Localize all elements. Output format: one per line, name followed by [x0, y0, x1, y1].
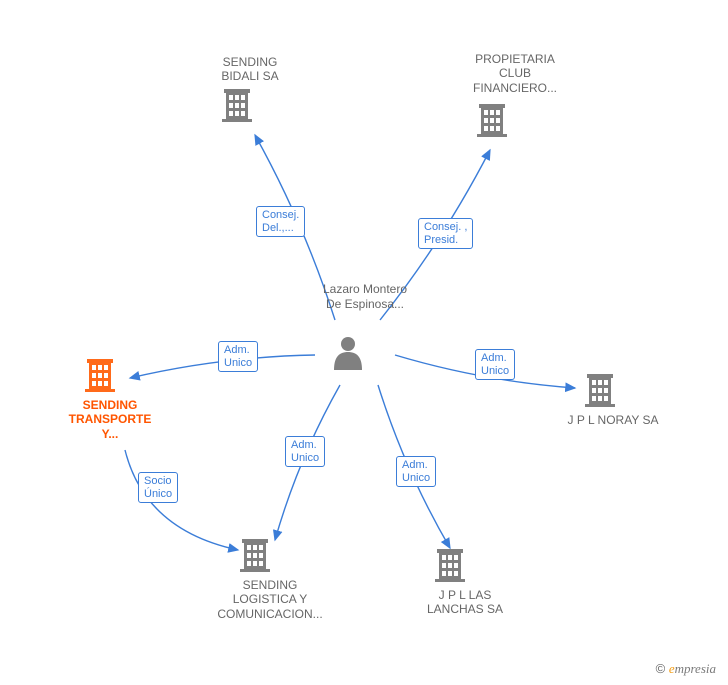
center-label: Lazaro Montero De Espinosa...: [320, 282, 410, 312]
building-icon: [222, 89, 252, 122]
node-label: J P L LAS LANCHAS SA: [405, 588, 525, 617]
edge-label: Adm. Unico: [475, 349, 515, 380]
edge-label: Adm. Unico: [396, 456, 436, 487]
edge-label: Socio Único: [138, 472, 178, 503]
person-icon: [334, 337, 362, 370]
node-label: SENDING TRANSPORTE Y...: [50, 398, 170, 441]
building-icon: [85, 359, 115, 392]
node-label: PROPIETARIA CLUB FINANCIERO...: [460, 52, 570, 95]
brand-rest: mpresia: [675, 661, 716, 676]
building-icon: [435, 549, 465, 582]
edge-label: Consej. , Presid.: [418, 218, 473, 249]
diagram-canvas: [0, 0, 728, 685]
building-icon: [240, 539, 270, 572]
edge-label: Adm. Unico: [285, 436, 325, 467]
building-icon: [585, 374, 615, 407]
edge-label: Adm. Unico: [218, 341, 258, 372]
footer-credit: © empresia: [656, 661, 716, 677]
node-label: J P L NORAY SA: [548, 413, 678, 427]
node-label: SENDING BIDALI SA: [200, 55, 300, 84]
copyright-symbol: ©: [656, 661, 666, 676]
edge-label: Consej. Del.,...: [256, 206, 305, 237]
node-label: SENDING LOGISTICA Y COMUNICACION...: [195, 578, 345, 621]
building-icon: [477, 104, 507, 137]
